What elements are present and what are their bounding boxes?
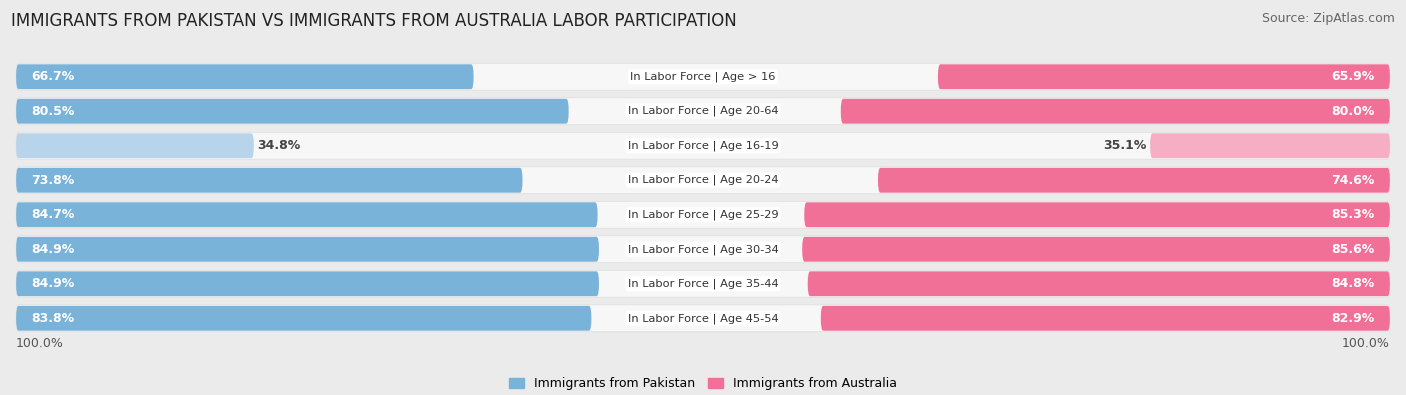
Text: 34.8%: 34.8% — [257, 139, 301, 152]
Text: In Labor Force | Age 30-34: In Labor Force | Age 30-34 — [627, 244, 779, 254]
Text: 74.6%: 74.6% — [1331, 174, 1375, 187]
Text: 65.9%: 65.9% — [1331, 70, 1375, 83]
Text: 83.8%: 83.8% — [31, 312, 75, 325]
FancyBboxPatch shape — [821, 306, 1391, 331]
Text: Source: ZipAtlas.com: Source: ZipAtlas.com — [1261, 12, 1395, 25]
FancyBboxPatch shape — [15, 132, 1391, 159]
Text: 85.3%: 85.3% — [1331, 208, 1375, 221]
FancyBboxPatch shape — [804, 202, 1391, 227]
Text: 35.1%: 35.1% — [1104, 139, 1147, 152]
Text: 85.6%: 85.6% — [1331, 243, 1375, 256]
Text: In Labor Force | Age 16-19: In Labor Force | Age 16-19 — [627, 141, 779, 151]
FancyBboxPatch shape — [15, 99, 568, 124]
Text: In Labor Force | Age 20-24: In Labor Force | Age 20-24 — [627, 175, 779, 186]
FancyBboxPatch shape — [15, 237, 599, 261]
FancyBboxPatch shape — [807, 271, 1391, 296]
Text: 82.9%: 82.9% — [1331, 312, 1375, 325]
Text: In Labor Force | Age 25-29: In Labor Force | Age 25-29 — [627, 209, 779, 220]
Text: In Labor Force | Age > 16: In Labor Force | Age > 16 — [630, 71, 776, 82]
FancyBboxPatch shape — [15, 202, 598, 227]
FancyBboxPatch shape — [841, 99, 1391, 124]
FancyBboxPatch shape — [803, 237, 1391, 261]
Text: 100.0%: 100.0% — [15, 337, 65, 350]
Text: IMMIGRANTS FROM PAKISTAN VS IMMIGRANTS FROM AUSTRALIA LABOR PARTICIPATION: IMMIGRANTS FROM PAKISTAN VS IMMIGRANTS F… — [11, 12, 737, 30]
FancyBboxPatch shape — [15, 64, 474, 89]
Text: 66.7%: 66.7% — [31, 70, 75, 83]
Text: 80.5%: 80.5% — [31, 105, 75, 118]
FancyBboxPatch shape — [877, 168, 1391, 193]
Text: 80.0%: 80.0% — [1331, 105, 1375, 118]
Text: 73.8%: 73.8% — [31, 174, 75, 187]
Text: 84.7%: 84.7% — [31, 208, 75, 221]
FancyBboxPatch shape — [15, 63, 1391, 90]
FancyBboxPatch shape — [15, 236, 1391, 263]
Text: In Labor Force | Age 45-54: In Labor Force | Age 45-54 — [627, 313, 779, 324]
Text: 84.9%: 84.9% — [31, 243, 75, 256]
Text: In Labor Force | Age 35-44: In Labor Force | Age 35-44 — [627, 278, 779, 289]
FancyBboxPatch shape — [1150, 134, 1391, 158]
Text: In Labor Force | Age 20-64: In Labor Force | Age 20-64 — [627, 106, 779, 117]
Text: 84.9%: 84.9% — [31, 277, 75, 290]
FancyBboxPatch shape — [15, 134, 254, 158]
FancyBboxPatch shape — [15, 201, 1391, 228]
Text: 84.8%: 84.8% — [1331, 277, 1375, 290]
FancyBboxPatch shape — [15, 305, 1391, 332]
FancyBboxPatch shape — [15, 306, 592, 331]
FancyBboxPatch shape — [938, 64, 1391, 89]
Legend: Immigrants from Pakistan, Immigrants from Australia: Immigrants from Pakistan, Immigrants fro… — [505, 372, 901, 395]
FancyBboxPatch shape — [15, 98, 1391, 125]
FancyBboxPatch shape — [15, 270, 1391, 297]
FancyBboxPatch shape — [15, 167, 1391, 194]
FancyBboxPatch shape — [15, 168, 523, 193]
Text: 100.0%: 100.0% — [1341, 337, 1391, 350]
FancyBboxPatch shape — [15, 271, 599, 296]
